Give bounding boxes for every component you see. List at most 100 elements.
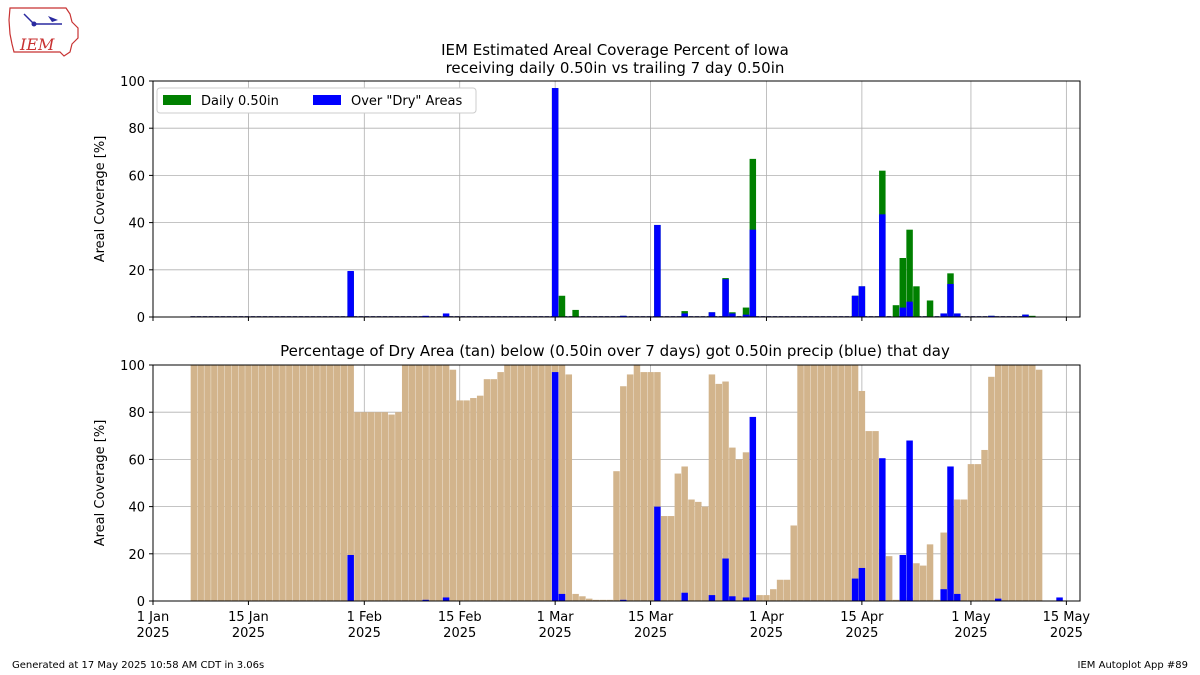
x-tick-label: 2025: [136, 626, 169, 641]
dry-hit-bar: [442, 597, 450, 601]
dry-area-bar: [933, 599, 941, 601]
x-tick-label: 2025: [539, 626, 572, 641]
dry-area-bar: [858, 286, 866, 317]
dry-area-bar: [258, 365, 266, 601]
y-tick-label: 40: [128, 501, 145, 516]
dry-area-bar: [715, 383, 722, 601]
dry-area-bar: [374, 412, 382, 601]
x-tick-label: 2025: [750, 626, 783, 641]
footer-app-text: IEM Autoplot App #89: [1077, 660, 1188, 671]
dry-area-bar: [831, 365, 838, 601]
dry-area-bar: [783, 579, 791, 601]
y-tick-label: 20: [128, 264, 145, 279]
dry-area-bar: [1001, 365, 1009, 601]
dry-area-bar: [470, 398, 477, 601]
dry-area-bar: [326, 365, 334, 601]
dry-hit-bar: [954, 593, 961, 601]
dry-area-bar: [306, 365, 314, 601]
dry-area-bar: [517, 365, 525, 601]
dry-area-bar: [817, 365, 825, 601]
dry-hit-bar: [708, 595, 716, 601]
dry-area-bar: [224, 365, 232, 601]
dry-area-bar: [626, 374, 634, 601]
dry-area-bar: [190, 365, 198, 601]
dry-area-bar: [592, 599, 600, 601]
top-y-axis: 0 20 40 60 80 100: [120, 75, 153, 326]
dry-area-bar: [558, 365, 566, 601]
dry-area-bar: [845, 365, 852, 601]
top-title-line2: receiving daily 0.50in vs trailing 7 day…: [446, 59, 785, 77]
dry-hit-bar: [551, 372, 559, 601]
dry-area-bar: [524, 365, 532, 601]
dry-area-bar: [620, 386, 627, 601]
footer-generated-text: Generated at 17 May 2025 10:58 AM CDT in…: [12, 660, 265, 671]
dry-hit-bar: [1056, 597, 1063, 601]
dry-area-bar: [749, 229, 757, 317]
dry-area-bar: [1022, 365, 1029, 601]
dry-area-bar: [701, 506, 709, 601]
dry-area-bar: [981, 449, 988, 601]
bottom-ylabel: Areal Coverage [%]: [93, 420, 108, 547]
x-tick-label: 1 Apr: [749, 610, 785, 625]
dry-area-bar: [926, 544, 934, 601]
dry-area-bar: [640, 372, 648, 601]
x-tick-label: 2025: [634, 626, 667, 641]
dry-hit-bar: [994, 598, 1002, 601]
dry-area-bar: [899, 307, 907, 317]
dry-area-bar: [211, 365, 218, 601]
dry-area-bar: [756, 595, 763, 601]
dry-area-bar: [770, 589, 777, 601]
x-tick-label: 2025: [348, 626, 381, 641]
dry-area-bar: [361, 412, 368, 601]
legend-swatch-dry: [313, 95, 341, 105]
dry-area-bar: [988, 315, 995, 317]
dry-hit-bar: [906, 440, 913, 601]
dry-hit-bar: [681, 592, 688, 601]
dry-area-bar: [654, 372, 661, 601]
dry-area-bar: [633, 365, 641, 601]
dry-area-bar: [347, 270, 354, 317]
dry-area-bar: [797, 365, 804, 601]
dry-hit-bar: [558, 593, 566, 601]
dry-area-bar: [1015, 365, 1022, 601]
dry-area-bar: [885, 556, 893, 601]
dry-area-bar: [429, 365, 436, 601]
dry-area-bar: [940, 313, 947, 317]
dry-area-bar: [367, 412, 375, 601]
daily-bar: [742, 307, 750, 317]
dry-area-bar: [565, 374, 573, 601]
x-tick-label: 2025: [1050, 626, 1083, 641]
dry-hit-bar: [620, 599, 627, 601]
dry-area-bar: [388, 414, 395, 601]
dry-area-bar: [436, 365, 443, 601]
x-tick-label: 1 Mar: [537, 610, 575, 625]
dry-area-bar: [217, 365, 225, 601]
dry-hit-bar: [722, 558, 729, 601]
x-tick-label: 15 Apr: [840, 610, 884, 625]
dry-area-bar: [279, 365, 286, 601]
dry-area-bar: [347, 365, 354, 601]
dry-hit-bar: [899, 554, 907, 601]
dry-area-bar: [292, 365, 300, 601]
dry-area-bar: [851, 295, 859, 317]
bottom-plot-frame: [152, 364, 1081, 602]
dry-area-bar: [879, 214, 886, 317]
dry-area-bar: [551, 88, 559, 317]
dry-area-bar: [340, 365, 348, 601]
top-ylabel: Areal Coverage [%]: [93, 136, 108, 263]
y-tick-label: 40: [128, 217, 145, 232]
bottom-bars: [190, 365, 1063, 601]
x-tick-label: 15 May: [1043, 610, 1091, 625]
dry-area-bar: [245, 365, 252, 601]
dry-area-bar: [708, 312, 716, 317]
dry-area-bar: [408, 365, 416, 601]
dry-area-bar: [320, 365, 327, 601]
x-tick-label: 15 Mar: [628, 610, 674, 625]
y-tick-label: 20: [128, 548, 145, 563]
y-tick-label: 60: [128, 453, 145, 468]
x-tick-label: 1 May: [951, 610, 991, 625]
dry-area-bar: [572, 593, 579, 601]
daily-bar: [906, 229, 913, 317]
dry-area-bar: [872, 431, 879, 601]
dry-area-bar: [742, 314, 750, 317]
